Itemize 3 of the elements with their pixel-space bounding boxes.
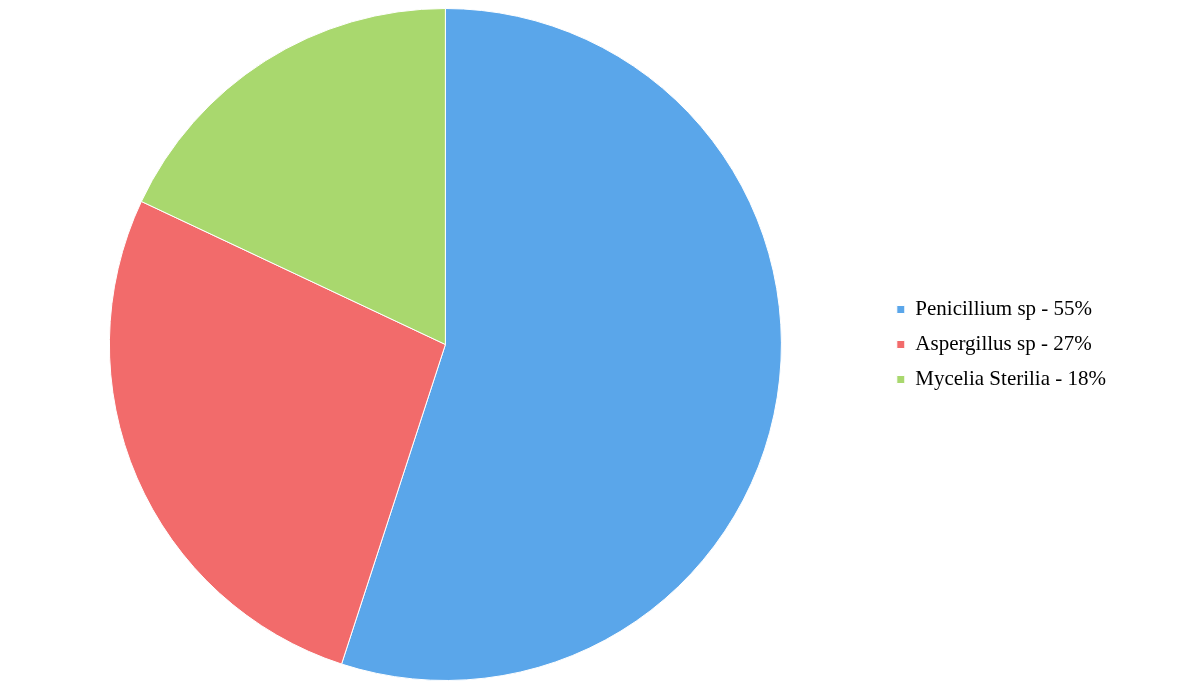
legend-label: Penicillium sp - 55%	[915, 296, 1093, 321]
legend-label: Mycelia Sterilia - 18%	[915, 366, 1107, 391]
legend-label: Aspergillus sp - 27%	[915, 331, 1092, 356]
